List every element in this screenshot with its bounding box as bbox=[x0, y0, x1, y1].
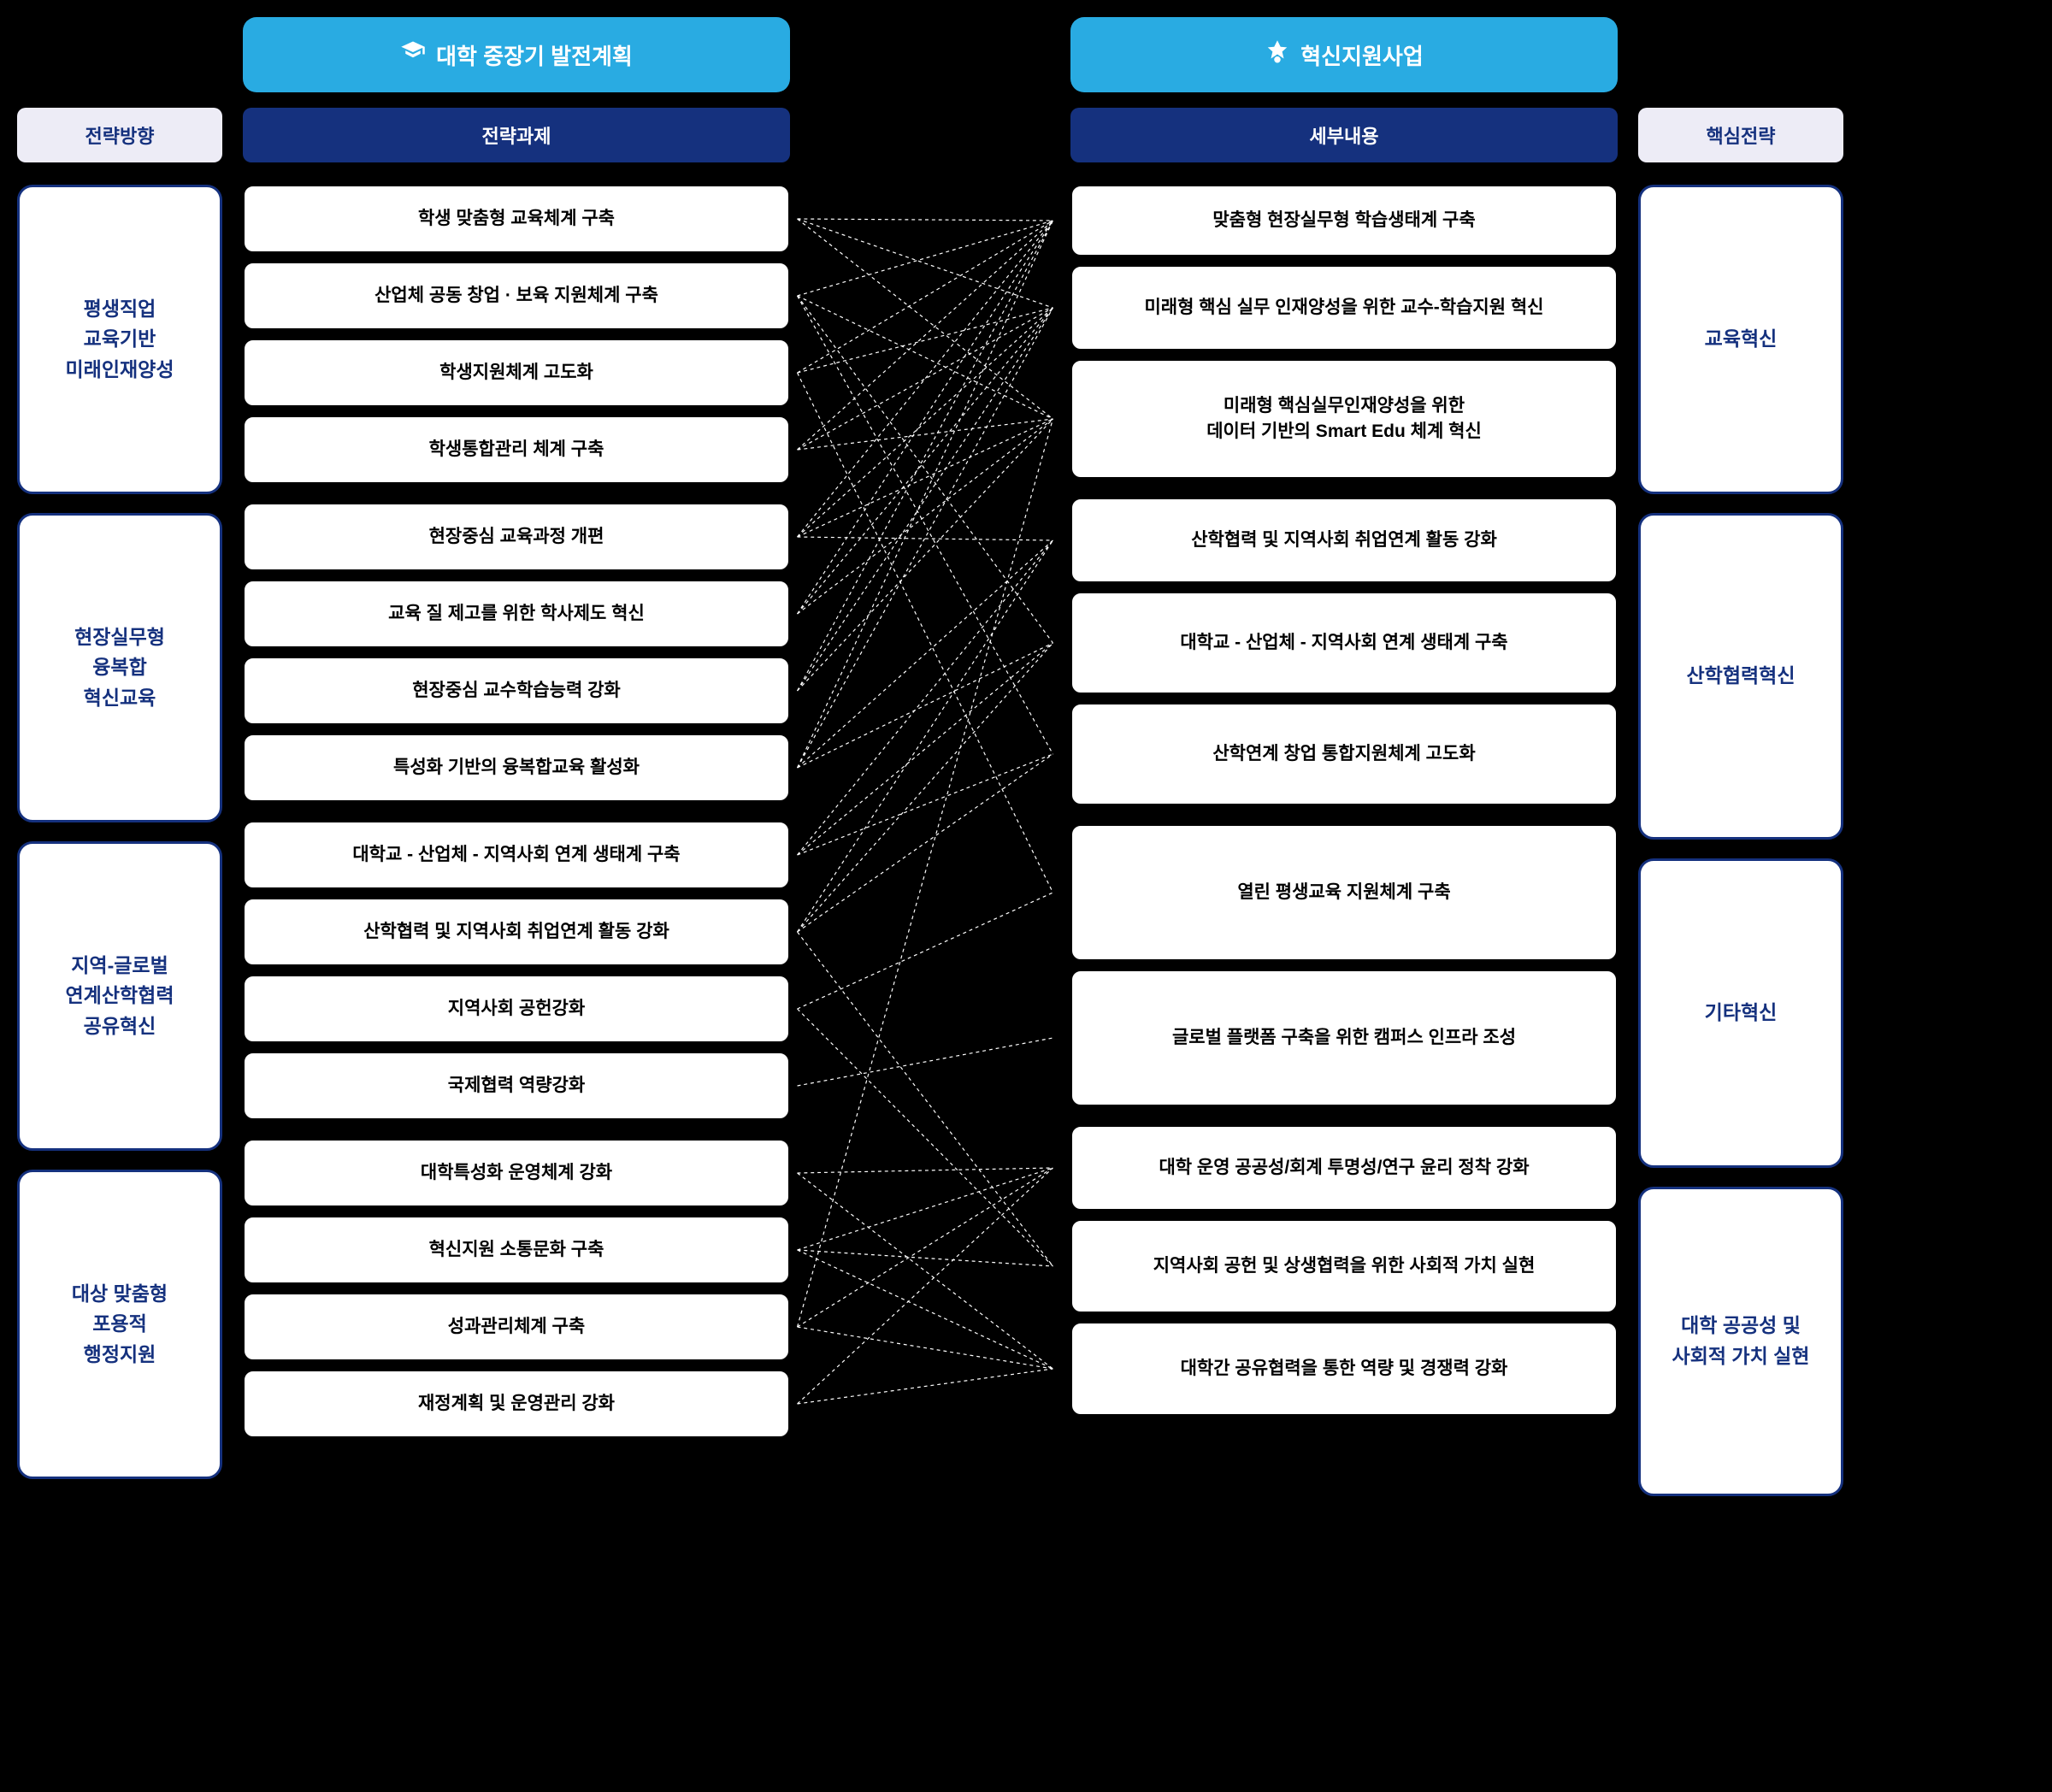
detail-blocks: 맞춤형 현장실무형 학습생태계 구축미래형 핵심 실무 인재양성을 위한 교수-… bbox=[1070, 185, 1618, 1435]
subheader-task: 전략과제 bbox=[243, 108, 790, 162]
subheader-direction-right: 핵심전략 bbox=[1638, 108, 1843, 162]
graduation-cap-icon bbox=[400, 39, 426, 71]
col-task: 대학 중장기 발전계획 전략과제 학생 맞춤형 교육체계 구축산업체 공동 창업… bbox=[243, 17, 790, 1515]
detail-item-0-1: 미래형 핵심 실무 인재양성을 위한 교수-학습지원 혁신 bbox=[1070, 265, 1618, 351]
task-item-1-1: 교육 질 제고를 위한 학사제도 혁신 bbox=[243, 580, 790, 648]
detail-block-0: 맞춤형 현장실무형 학습생태계 구축미래형 핵심 실무 인재양성을 위한 교수-… bbox=[1070, 185, 1618, 479]
detail-block-3: 대학 운영 공공성/회계 투명성/연구 윤리 정착 강화지역사회 공헌 및 상생… bbox=[1070, 1125, 1618, 1416]
medal-icon bbox=[1265, 39, 1290, 71]
task-block-3: 대학특성화 운영체계 강화혁신지원 소통문화 구축성과관리체계 구축재정계획 및… bbox=[243, 1139, 790, 1438]
detail-item-3-1: 지역사회 공헌 및 상생협력을 위한 사회적 가치 실현 bbox=[1070, 1219, 1618, 1313]
detail-item-0-2: 미래형 핵심실무인재양성을 위한데이터 기반의 Smart Edu 체계 혁신 bbox=[1070, 359, 1618, 479]
col-direction-right: 핵심전략 교육혁신산학협력혁신기타혁신대학 공공성 및사회적 가치 실현 bbox=[1638, 17, 1843, 1515]
subheader-detail: 세부내용 bbox=[1070, 108, 1618, 162]
task-item-2-1: 산학협력 및 지역사회 취업연계 활동 강화 bbox=[243, 898, 790, 966]
task-block-0: 학생 맞춤형 교육체계 구축산업체 공동 창업 · 보육 지원체계 구축학생지원… bbox=[243, 185, 790, 484]
right-group-0: 교육혁신 bbox=[1638, 185, 1843, 494]
subheader-direction-left: 전략방향 bbox=[17, 108, 222, 162]
banner-right: 혁신지원사업 bbox=[1070, 17, 1618, 92]
task-item-0-0: 학생 맞춤형 교육체계 구축 bbox=[243, 185, 790, 253]
task-item-0-1: 산업체 공동 창업 · 보육 지원체계 구축 bbox=[243, 262, 790, 330]
task-item-1-0: 현장중심 교육과정 개편 bbox=[243, 503, 790, 571]
col-gap bbox=[811, 17, 1050, 1515]
task-block-1: 현장중심 교육과정 개편교육 질 제고를 위한 학사제도 혁신현장중심 교수학습… bbox=[243, 503, 790, 802]
banner-left-text: 대학 중장기 발전계획 bbox=[436, 39, 633, 71]
left-group-3: 대상 맞춤형포용적행정지원 bbox=[17, 1170, 222, 1479]
banner-right-text: 혁신지원사업 bbox=[1300, 39, 1424, 71]
left-groups: 평생직업교육기반미래인재양성현장실무형융복합혁신교육지역-글로벌연계산학협력공유… bbox=[17, 185, 222, 1498]
task-item-3-1: 혁신지원 소통문화 구축 bbox=[243, 1216, 790, 1284]
detail-item-0-0: 맞춤형 현장실무형 학습생태계 구축 bbox=[1070, 185, 1618, 256]
right-group-3: 대학 공공성 및사회적 가치 실현 bbox=[1638, 1187, 1843, 1496]
task-item-1-3: 특성화 기반의 융복합교육 활성화 bbox=[243, 734, 790, 802]
detail-item-1-0: 산학협력 및 지역사회 취업연계 활동 강화 bbox=[1070, 498, 1618, 583]
detail-item-3-2: 대학간 공유협력을 통한 역량 및 경쟁력 강화 bbox=[1070, 1322, 1618, 1416]
diagram-container: 전략방향 평생직업교육기반미래인재양성현장실무형융복합혁신교육지역-글로벌연계산… bbox=[17, 17, 2035, 1515]
detail-item-2-0: 열린 평생교육 지원체계 구축 bbox=[1070, 824, 1618, 961]
task-item-0-2: 학생지원체계 고도화 bbox=[243, 339, 790, 407]
right-group-2: 기타혁신 bbox=[1638, 858, 1843, 1168]
banner-left: 대학 중장기 발전계획 bbox=[243, 17, 790, 92]
detail-block-1: 산학협력 및 지역사회 취업연계 활동 강화대학교 - 산업체 - 지역사회 연… bbox=[1070, 498, 1618, 805]
left-group-1: 현장실무형융복합혁신교육 bbox=[17, 513, 222, 822]
task-item-2-0: 대학교 - 산업체 - 지역사회 연계 생태계 구축 bbox=[243, 821, 790, 889]
col-direction-left: 전략방향 평생직업교육기반미래인재양성현장실무형융복합혁신교육지역-글로벌연계산… bbox=[17, 17, 222, 1515]
columns: 전략방향 평생직업교육기반미래인재양성현장실무형융복합혁신교육지역-글로벌연계산… bbox=[17, 17, 2035, 1515]
left-group-0: 평생직업교육기반미래인재양성 bbox=[17, 185, 222, 494]
task-item-3-2: 성과관리체계 구축 bbox=[243, 1293, 790, 1361]
task-item-1-2: 현장중심 교수학습능력 강화 bbox=[243, 657, 790, 725]
col-detail: 혁신지원사업 세부내용 맞춤형 현장실무형 학습생태계 구축미래형 핵심 실무 … bbox=[1070, 17, 1618, 1515]
task-item-2-3: 국제협력 역량강화 bbox=[243, 1052, 790, 1120]
detail-item-1-1: 대학교 - 산업체 - 지역사회 연계 생태계 구축 bbox=[1070, 592, 1618, 694]
detail-item-2-1: 글로벌 플랫폼 구축을 위한 캠퍼스 인프라 조성 bbox=[1070, 970, 1618, 1106]
left-group-2: 지역-글로벌연계산학협력공유혁신 bbox=[17, 841, 222, 1151]
right-groups: 교육혁신산학협력혁신기타혁신대학 공공성 및사회적 가치 실현 bbox=[1638, 185, 1843, 1515]
detail-block-2: 열린 평생교육 지원체계 구축글로벌 플랫폼 구축을 위한 캠퍼스 인프라 조성 bbox=[1070, 824, 1618, 1106]
task-item-0-3: 학생통합관리 체계 구축 bbox=[243, 416, 790, 484]
task-item-3-0: 대학특성화 운영체계 강화 bbox=[243, 1139, 790, 1207]
task-item-2-2: 지역사회 공헌강화 bbox=[243, 975, 790, 1043]
right-group-1: 산학협력혁신 bbox=[1638, 513, 1843, 840]
task-item-3-3: 재정계획 및 운영관리 강화 bbox=[243, 1370, 790, 1438]
detail-item-3-0: 대학 운영 공공성/회계 투명성/연구 윤리 정착 강화 bbox=[1070, 1125, 1618, 1211]
task-block-2: 대학교 - 산업체 - 지역사회 연계 생태계 구축산학협력 및 지역사회 취업… bbox=[243, 821, 790, 1120]
detail-item-1-2: 산학연계 창업 통합지원체계 고도화 bbox=[1070, 703, 1618, 805]
task-blocks: 학생 맞춤형 교육체계 구축산업체 공동 창업 · 보육 지원체계 구축학생지원… bbox=[243, 185, 790, 1457]
